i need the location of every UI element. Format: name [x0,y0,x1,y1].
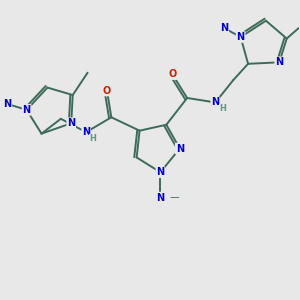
Text: N: N [176,143,184,154]
Text: O: O [168,69,176,79]
Text: N: N [67,118,75,128]
Text: H: H [219,104,226,113]
Text: O: O [103,85,111,96]
Text: N: N [211,98,220,107]
Text: —: — [170,193,180,202]
Text: N: N [156,167,164,177]
Text: N: N [82,127,90,137]
Text: H: H [89,134,96,143]
Text: N: N [22,105,31,115]
Text: N: N [156,193,164,202]
Text: N: N [237,32,245,42]
Text: N: N [3,99,11,109]
Text: N: N [220,23,228,33]
Text: N: N [275,57,284,67]
